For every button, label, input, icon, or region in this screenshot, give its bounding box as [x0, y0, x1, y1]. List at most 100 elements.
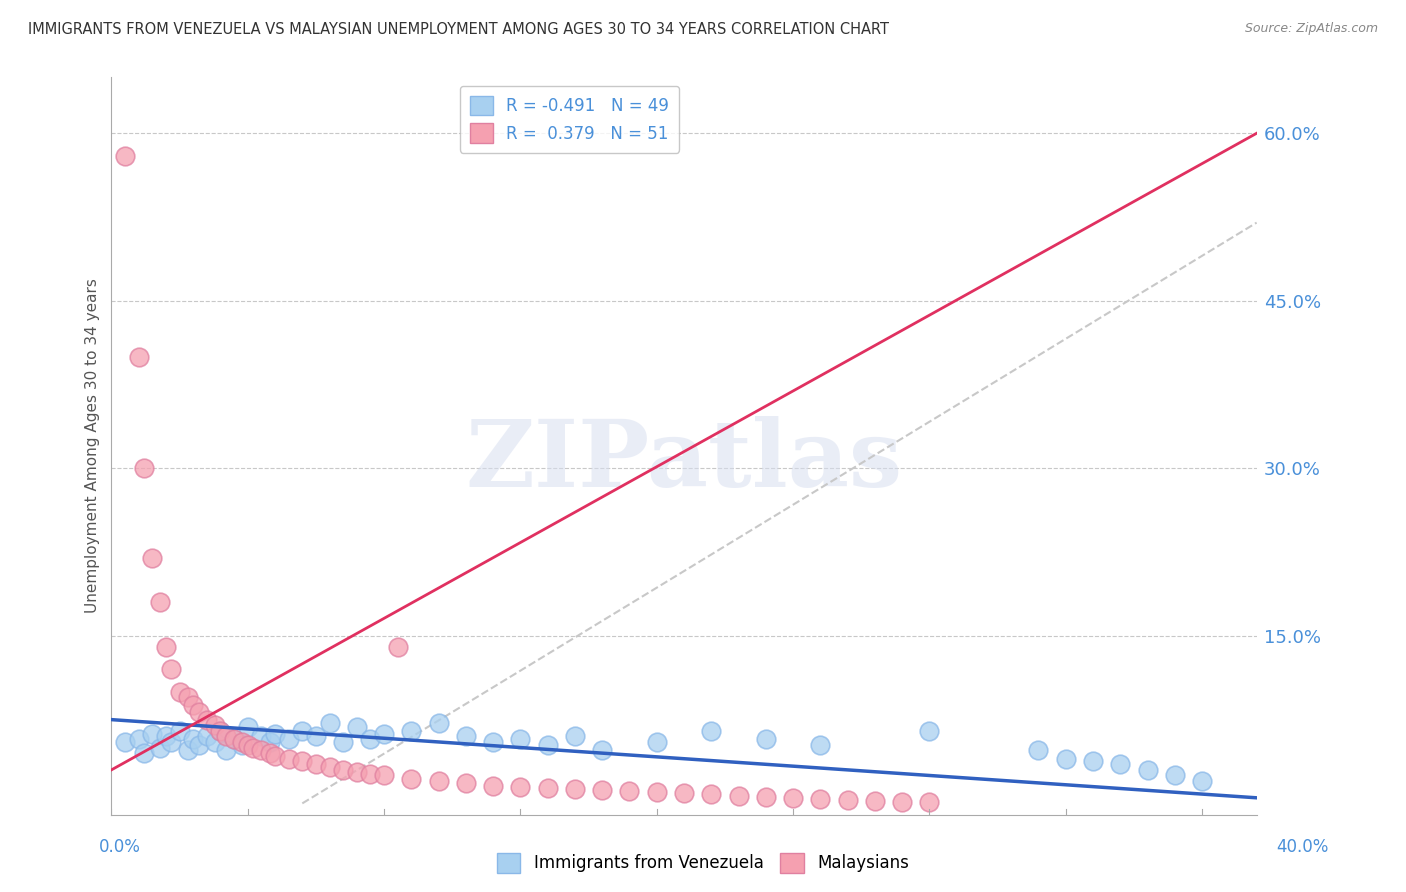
Point [645, 735, 668, 749]
Legend: R = -0.491   N = 49, R =  0.379   N = 51: R = -0.491 N = 49, R = 0.379 N = 51 [460, 86, 679, 153]
Point [160, 735, 183, 749]
Point [259, 735, 281, 749]
Text: IMMIGRANTS FROM VENEZUELA VS MALAYSIAN UNEMPLOYMENT AMONG AGES 30 TO 34 YEARS CO: IMMIGRANTS FROM VENEZUELA VS MALAYSIAN U… [28, 22, 889, 37]
Point [177, 743, 200, 757]
Point [1028, 743, 1050, 757]
Point [318, 759, 340, 773]
Point [755, 789, 778, 804]
Point [401, 723, 423, 738]
Text: 0.0%: 0.0% [98, 838, 141, 856]
Point [231, 735, 253, 749]
Point [250, 743, 273, 757]
Point [305, 757, 328, 772]
Point [277, 752, 299, 766]
Point [149, 595, 172, 609]
Point [181, 698, 204, 712]
Point [134, 461, 156, 475]
Text: 40.0%: 40.0% [1277, 838, 1329, 856]
Point [808, 792, 831, 806]
Point [236, 739, 259, 753]
Point [482, 779, 505, 793]
Point [918, 723, 941, 738]
Point [1136, 763, 1159, 777]
Point [591, 743, 613, 757]
Point [373, 768, 395, 782]
Point [277, 731, 299, 746]
Point [231, 739, 253, 753]
Point [250, 730, 273, 744]
Text: ZIPatlas: ZIPatlas [465, 416, 903, 506]
Point [264, 749, 287, 764]
Point [169, 684, 191, 698]
Point [808, 739, 831, 753]
Text: Source: ZipAtlas.com: Source: ZipAtlas.com [1244, 22, 1378, 36]
Point [134, 746, 156, 760]
Point [755, 731, 778, 746]
Point [332, 763, 354, 777]
Point [195, 713, 218, 727]
Point [863, 794, 886, 808]
Point [1164, 768, 1187, 782]
Point [509, 780, 531, 794]
Point [141, 727, 163, 741]
Point [1081, 754, 1104, 768]
Point [700, 723, 723, 738]
Point [401, 772, 423, 786]
Point [155, 730, 177, 744]
Point [215, 730, 238, 744]
Point [373, 727, 395, 741]
Point [169, 723, 191, 738]
Point [155, 640, 177, 654]
Point [224, 731, 246, 746]
Point [918, 795, 941, 809]
Point [837, 793, 859, 807]
Point [645, 785, 668, 799]
Y-axis label: Unemployment Among Ages 30 to 34 years: Unemployment Among Ages 30 to 34 years [86, 278, 100, 614]
Point [128, 731, 150, 746]
Point [204, 735, 226, 749]
Point [1109, 757, 1132, 772]
Point [291, 723, 314, 738]
Point [427, 716, 450, 731]
Point [782, 790, 804, 805]
Point [346, 721, 368, 735]
Point [454, 776, 477, 790]
Point [259, 746, 281, 760]
Point [318, 716, 340, 731]
Point [332, 735, 354, 749]
Point [359, 731, 381, 746]
Point [160, 662, 183, 676]
Point [291, 754, 314, 768]
Point [564, 781, 586, 796]
Point [700, 788, 723, 802]
Point [114, 148, 136, 162]
Point [224, 731, 246, 746]
Point [149, 740, 172, 755]
Point [591, 783, 613, 797]
Point [359, 767, 381, 781]
Legend: Immigrants from Venezuela, Malaysians: Immigrants from Venezuela, Malaysians [491, 847, 915, 880]
Point [141, 550, 163, 565]
Point [1191, 774, 1213, 789]
Point [215, 743, 238, 757]
Point [181, 731, 204, 746]
Point [128, 350, 150, 364]
Point [454, 730, 477, 744]
Point [1054, 752, 1077, 766]
Point [236, 721, 259, 735]
Point [114, 735, 136, 749]
Point [619, 784, 641, 798]
Point [346, 765, 368, 780]
Point [509, 731, 531, 746]
Point [537, 739, 560, 753]
Point [195, 730, 218, 744]
Point [482, 735, 505, 749]
Point [891, 795, 914, 809]
Point [727, 789, 749, 803]
Point [177, 690, 200, 705]
Point [187, 739, 209, 753]
Point [427, 774, 450, 789]
Point [209, 723, 232, 738]
Point [564, 730, 586, 744]
Point [187, 705, 209, 719]
